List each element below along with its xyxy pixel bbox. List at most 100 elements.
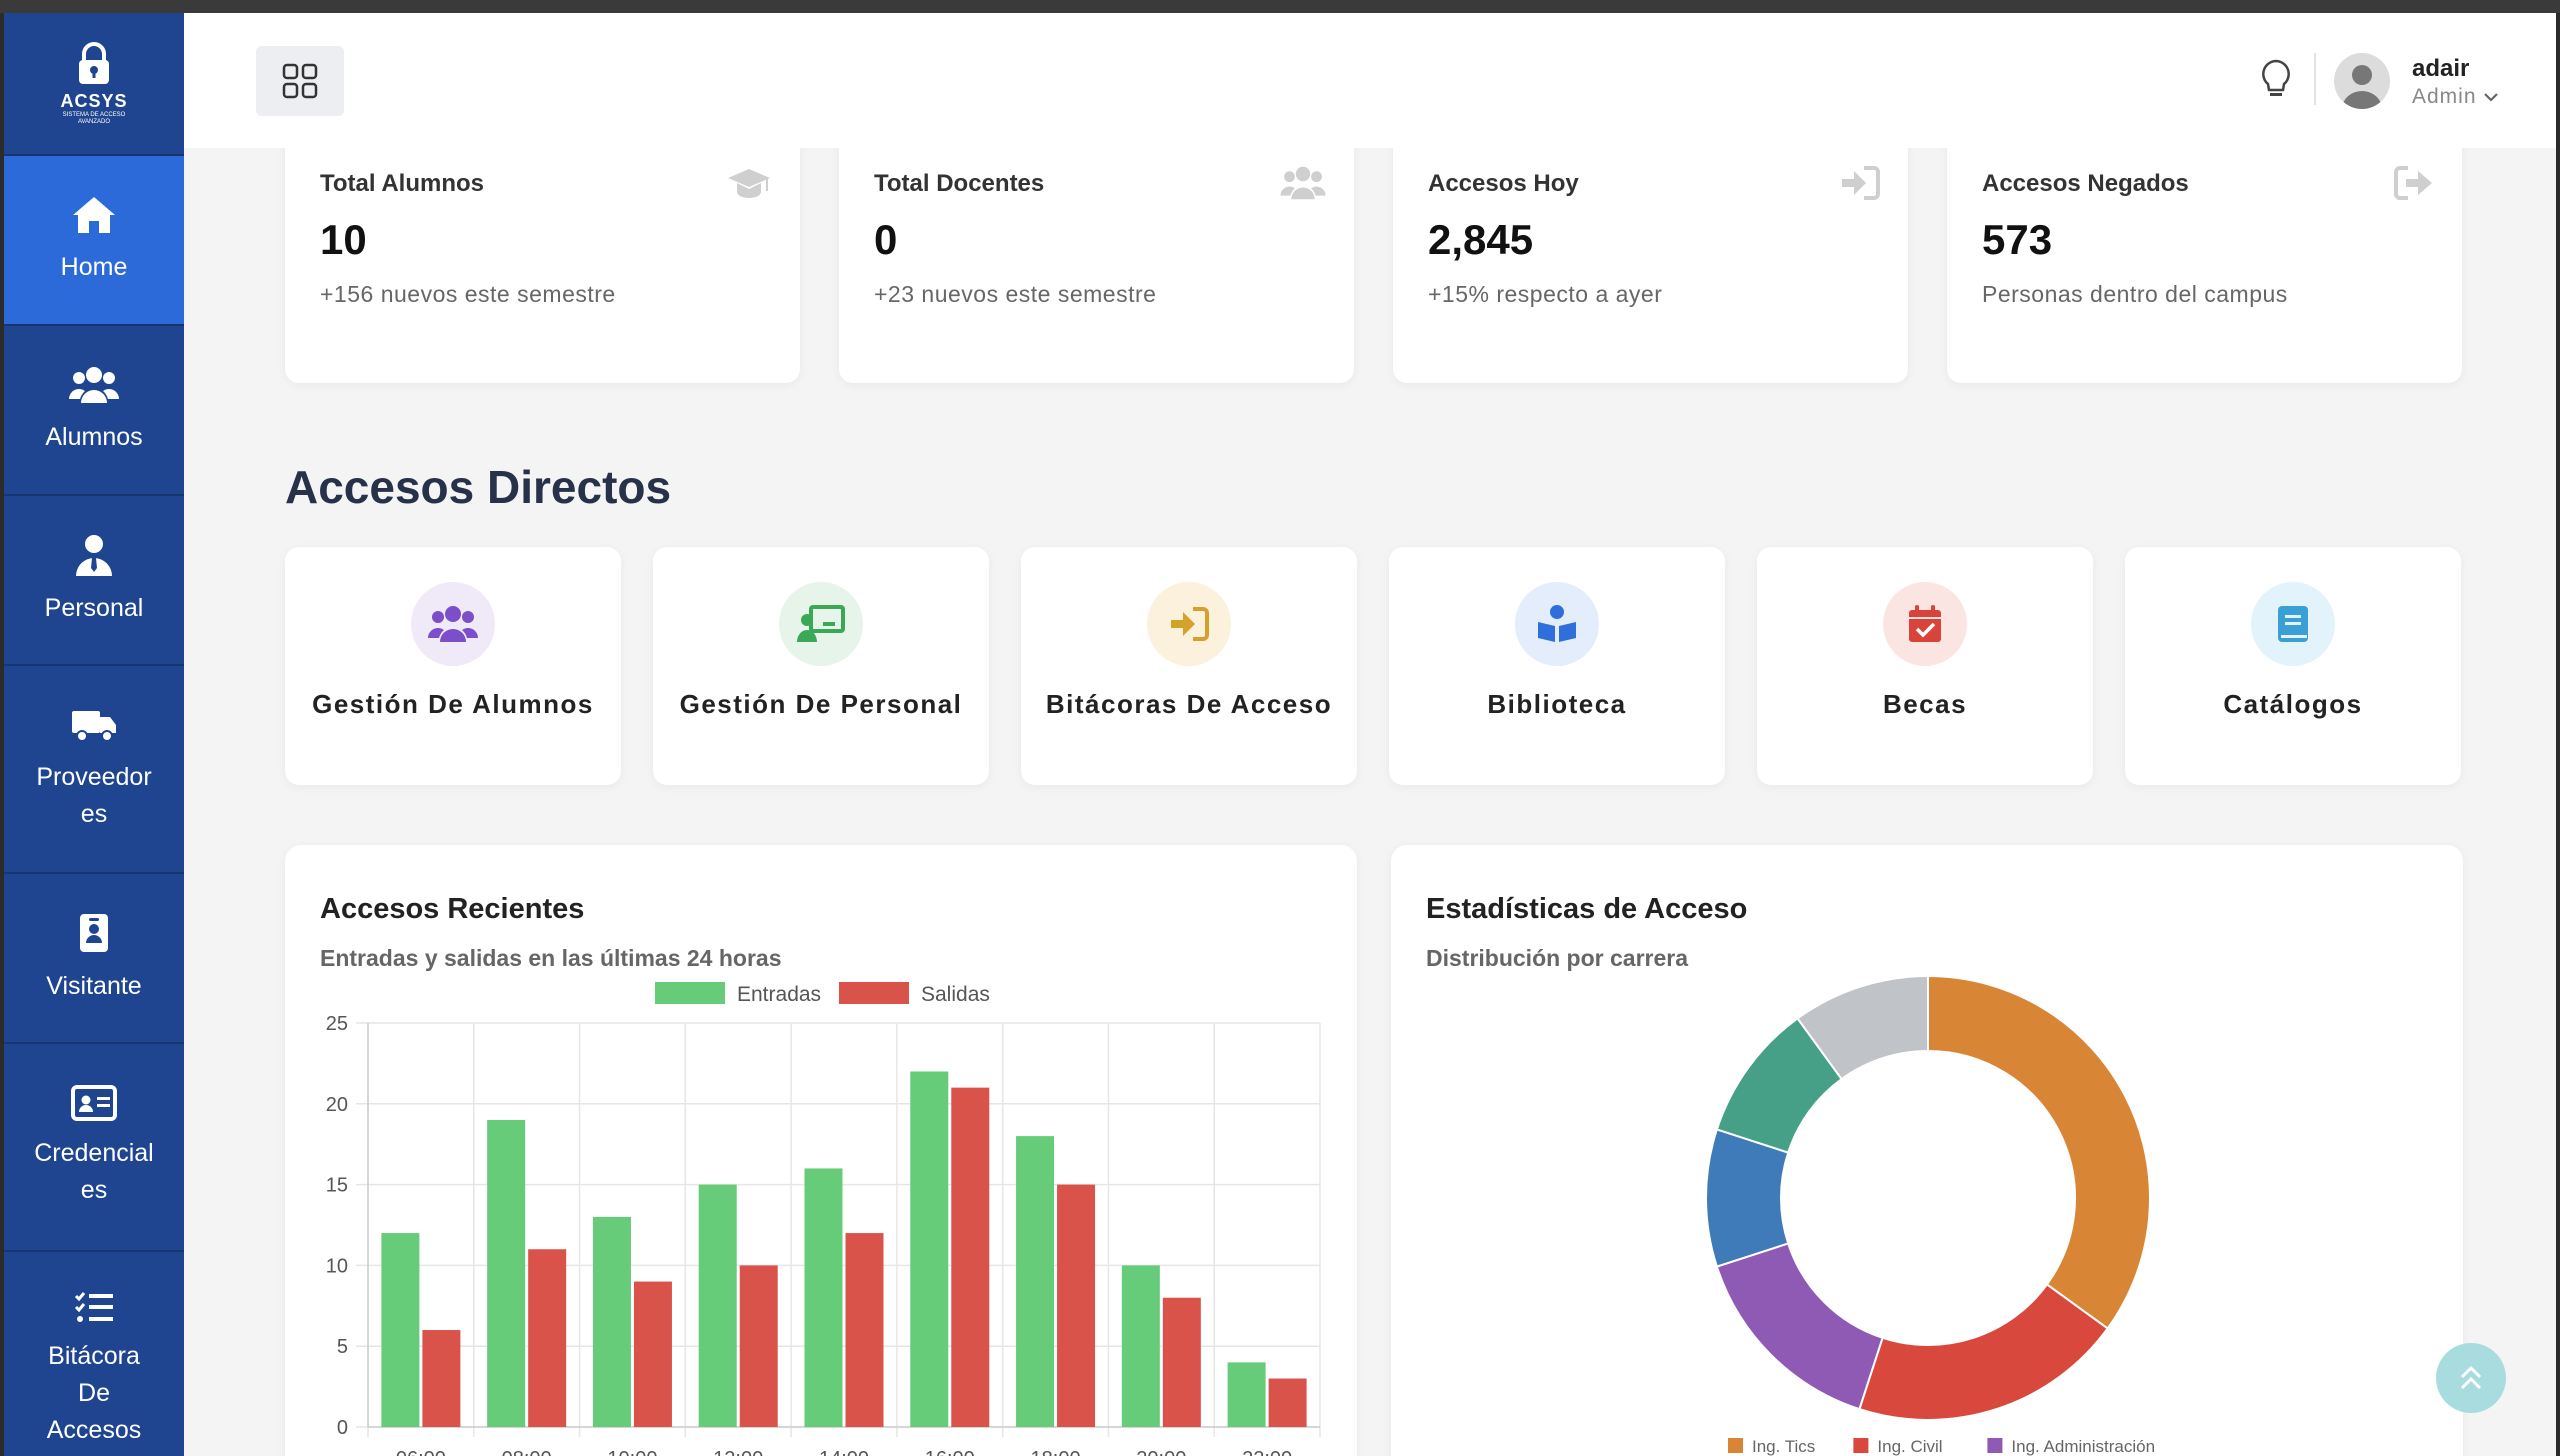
legend-swatch: [1853, 1438, 1869, 1453]
logo-title: ACSYS: [60, 91, 128, 111]
y-tick-label: 10: [326, 1255, 348, 1277]
lightbulb-icon[interactable]: [2259, 58, 2293, 105]
apps-menu-button[interactable]: [256, 46, 344, 116]
sidebar-item-label: Proveedores: [36, 763, 152, 828]
shortcut-label: Gestión De Alumnos: [312, 689, 594, 719]
sidebar-item-label: Alumnos: [45, 422, 143, 451]
bar: [592, 1216, 631, 1427]
donut-slice: [1715, 1242, 1884, 1411]
panel-subtitle: Distribución por carrera: [1426, 945, 1689, 971]
legend-swatch: [1987, 1438, 2003, 1453]
user-role-dropdown[interactable]: Admin: [2412, 85, 2499, 109]
scroll-to-top-button[interactable]: [2436, 1343, 2506, 1413]
sign-out-icon: [2394, 166, 2432, 200]
bar: [381, 1233, 420, 1427]
donut-chart: Ing. Tics Ing. Civil Ing. Administración: [1704, 974, 2155, 1456]
donut-slice: [1927, 974, 2151, 1330]
x-tick-label: 10:00: [607, 1448, 657, 1456]
bar: [910, 1071, 949, 1427]
x-tick-label: 14:00: [819, 1448, 869, 1456]
shortcut-label: Bitácoras De Acceso: [1045, 689, 1333, 719]
bar: [698, 1184, 737, 1427]
stat-card-accesos-hoy: Accesos Hoy 2,845 +15% respecto a ayer: [1393, 113, 1908, 383]
bar: [845, 1233, 884, 1427]
bar: [487, 1119, 526, 1427]
id-card-icon: [71, 1085, 117, 1121]
bar: [1227, 1362, 1266, 1427]
sidebar-item-home[interactable]: Home: [4, 156, 184, 326]
bar: [1268, 1378, 1307, 1427]
legend-swatch: [655, 982, 725, 1004]
legend-swatch: [1728, 1438, 1743, 1453]
app-frame: ACSYS SISTEMA DE ACCESO AVANZADO Home Al…: [0, 13, 2560, 1456]
stat-subtitle: +15% respecto a ayer: [1428, 281, 1663, 307]
stat-subtitle: +23 nuevos este semestre: [874, 281, 1157, 307]
shortcut-label: Catálogos: [2223, 689, 2363, 719]
sidebar-item-label: Home: [60, 252, 128, 281]
logo-subtitle: SISTEMA DE ACCESO AVANZADO: [62, 112, 126, 125]
shortcut-catalogos[interactable]: Catálogos: [2125, 547, 2461, 785]
calendar-check-icon: [1883, 582, 1967, 666]
shortcut-becas[interactable]: Becas: [1757, 547, 2093, 785]
shortcut-label: Gestión De Personal: [679, 689, 963, 719]
stat-title: Accesos Hoy: [1428, 170, 1579, 197]
sidebar: ACSYS SISTEMA DE ACCESO AVANZADO Home Al…: [4, 13, 184, 1456]
stat-value: 10: [320, 216, 367, 263]
avatar[interactable]: [2334, 53, 2390, 109]
x-tick-label: 08:00: [502, 1448, 552, 1456]
stat-title: Total Docentes: [874, 170, 1045, 197]
home-icon: [73, 196, 115, 233]
shortcut-gestion-alumnos[interactable]: Gestión De Alumnos: [285, 547, 621, 785]
user-tie-icon: [76, 534, 112, 576]
chevron-down-icon: [2483, 93, 2498, 102]
book-reader-icon: [1515, 582, 1599, 666]
legend-label: Ing. Civil: [1877, 1437, 1942, 1456]
lock-logo-icon: [79, 42, 109, 84]
shortcut-bitacoras-acceso[interactable]: Bitácoras De Acceso: [1021, 547, 1357, 785]
chalkboard-teacher-icon: [779, 582, 863, 666]
bar: [633, 1281, 672, 1427]
bar: [1057, 1184, 1096, 1427]
sidebar-item-credenciales[interactable]: Credenciales: [4, 1044, 184, 1252]
stat-value: 2,845: [1428, 216, 1534, 263]
legend-label: Ing. Administración: [2011, 1437, 2155, 1456]
shortcut-gestion-personal[interactable]: Gestión De Personal: [653, 547, 989, 785]
bar: [1162, 1297, 1201, 1427]
legend-label: Salidas: [921, 983, 990, 1006]
sidebar-item-personal[interactable]: Personal: [4, 496, 184, 666]
sidebar-item-visitante[interactable]: Visitante: [4, 874, 184, 1044]
topbar: adair Admin: [184, 13, 2556, 148]
y-tick-label: 0: [337, 1417, 348, 1439]
id-badge-icon: [80, 913, 108, 952]
truck-icon: [72, 711, 116, 742]
user-role: Admin: [2412, 85, 2477, 108]
donut-slice: [1704, 1128, 1790, 1268]
x-tick-label: 20:00: [1136, 1448, 1186, 1456]
sidebar-item-label: Personal: [44, 593, 144, 622]
sidebar-item-bitacora[interactable]: Bitácora De Accesos: [4, 1252, 184, 1456]
app-logo[interactable]: ACSYS SISTEMA DE ACCESO AVANZADO: [4, 13, 184, 156]
sidebar-item-proveedores[interactable]: Proveedores: [4, 666, 184, 874]
sidebar-item-label: Bitácora De Accesos: [46, 1342, 142, 1444]
stat-subtitle: +156 nuevos este semestre: [320, 281, 616, 307]
book-icon: [2251, 582, 2335, 666]
sidebar-item-label: Visitante: [46, 971, 142, 1000]
user-name[interactable]: adair: [2412, 55, 2470, 82]
users-icon: [69, 366, 119, 403]
bar: [951, 1087, 990, 1427]
grid-icon: [282, 63, 318, 99]
panel-accesos-recientes: Accesos Recientes Entradas y salidas en …: [285, 845, 1357, 1456]
shortcut-label: Becas: [1882, 689, 1968, 719]
bar: [1016, 1136, 1055, 1427]
shortcut-biblioteca[interactable]: Biblioteca: [1389, 547, 1725, 785]
sign-in-icon: [1842, 166, 1880, 200]
legend-label: Ing. Tics: [1752, 1437, 1815, 1456]
donut-slice: [1796, 974, 1929, 1081]
panel-estadisticas-acceso: Estadísticas de Acceso Distribución por …: [1391, 845, 2463, 1456]
graduation-cap-icon: [728, 169, 770, 198]
bar: [422, 1330, 461, 1427]
list-check-icon: [74, 1292, 113, 1322]
x-tick-label: 22:00: [1242, 1448, 1292, 1456]
sidebar-item-alumnos[interactable]: Alumnos: [4, 326, 184, 496]
users-icon: [411, 582, 495, 666]
